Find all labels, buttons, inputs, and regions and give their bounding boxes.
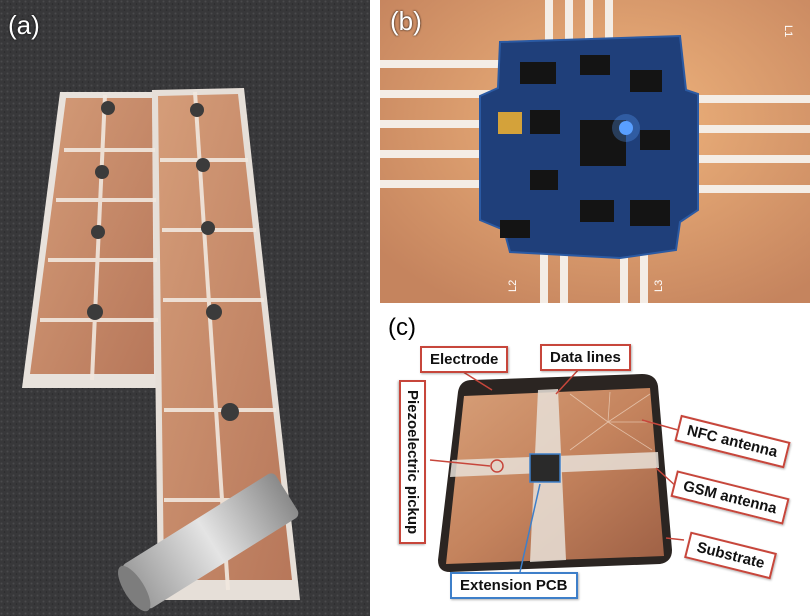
panel-c-graphic bbox=[429, 367, 685, 573]
panel-b-photo: L1 L2 L3 (b) bbox=[380, 0, 810, 303]
panel-b-label: (b) bbox=[390, 6, 422, 36]
panel-a-graphic bbox=[0, 0, 370, 616]
panel-a-label: (a) bbox=[8, 10, 40, 40]
pcb-mark-l2: L2 bbox=[507, 280, 519, 292]
panel-c-figure: (c) Electrode Data lines NFC antenna GSM… bbox=[380, 310, 810, 616]
callout-data-lines: Data lines bbox=[540, 344, 631, 371]
callout-piezoelectric-pickup: Piezoelectric pickup bbox=[399, 380, 426, 545]
pcb-mark-l1: L1 bbox=[782, 25, 794, 37]
panel-b-graphic: L1 L2 L3 bbox=[380, 0, 810, 303]
callout-electrode: Electrode bbox=[420, 346, 509, 373]
pcb-mark-l3: L3 bbox=[653, 280, 665, 292]
callout-extension-pcb: Extension PCB bbox=[450, 572, 578, 599]
panel-a-photo: (a) bbox=[0, 0, 370, 616]
panel-c-label: (c) bbox=[388, 314, 416, 341]
